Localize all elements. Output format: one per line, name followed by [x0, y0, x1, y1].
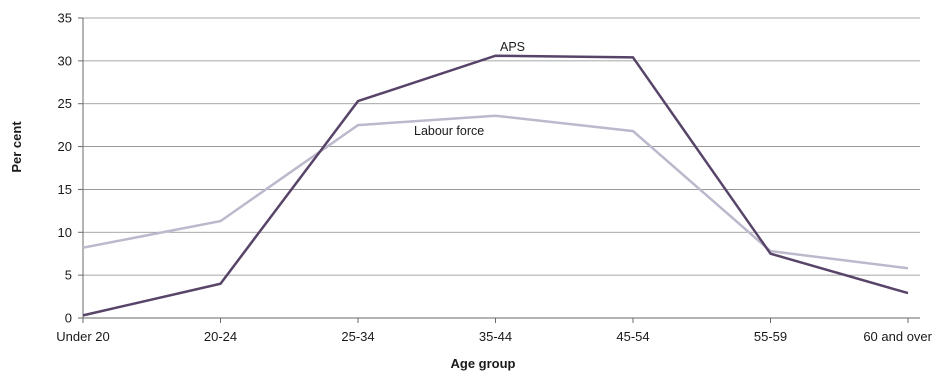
y-tick-label: 5: [65, 268, 72, 283]
series-line-aps: [82, 54, 909, 317]
gridlines: [83, 17, 920, 276]
x-tick-labels: Under 20 20-24 25-34 35-44 45-54 55-59 60 and …: [56, 329, 932, 344]
x-axis-title: Age group: [451, 356, 516, 371]
series-labels: Labour force APS: [414, 40, 525, 138]
x-tick-label: 20-24: [204, 329, 237, 344]
series-label-aps: APS: [500, 40, 525, 54]
y-tick-label: 15: [58, 182, 72, 197]
y-tick-label: 20: [58, 139, 72, 154]
series-lines: [82, 54, 909, 317]
x-tick-label: 45-54: [616, 329, 649, 344]
x-tick-label: 25-34: [341, 329, 374, 344]
x-tick-label: 55-59: [754, 329, 787, 344]
y-tick-label: 25: [58, 96, 72, 111]
series-line-labour-force: [82, 114, 909, 270]
y-tick-label: 0: [65, 311, 72, 326]
x-tick-label: 60 and over: [863, 329, 932, 344]
y-tick-label: 10: [58, 225, 72, 240]
x-tick-label: Under 20: [56, 329, 109, 344]
y-tick-label: 35: [58, 11, 72, 26]
x-tick-label: 35-44: [479, 329, 512, 344]
y-tick-labels: 0 5 10 15 20 25 30 35: [58, 11, 72, 326]
axes: [78, 17, 920, 323]
y-tick-label: 30: [58, 53, 72, 68]
y-axis-title: Per cent: [9, 121, 24, 173]
series-label-labour-force: Labour force: [414, 124, 484, 138]
